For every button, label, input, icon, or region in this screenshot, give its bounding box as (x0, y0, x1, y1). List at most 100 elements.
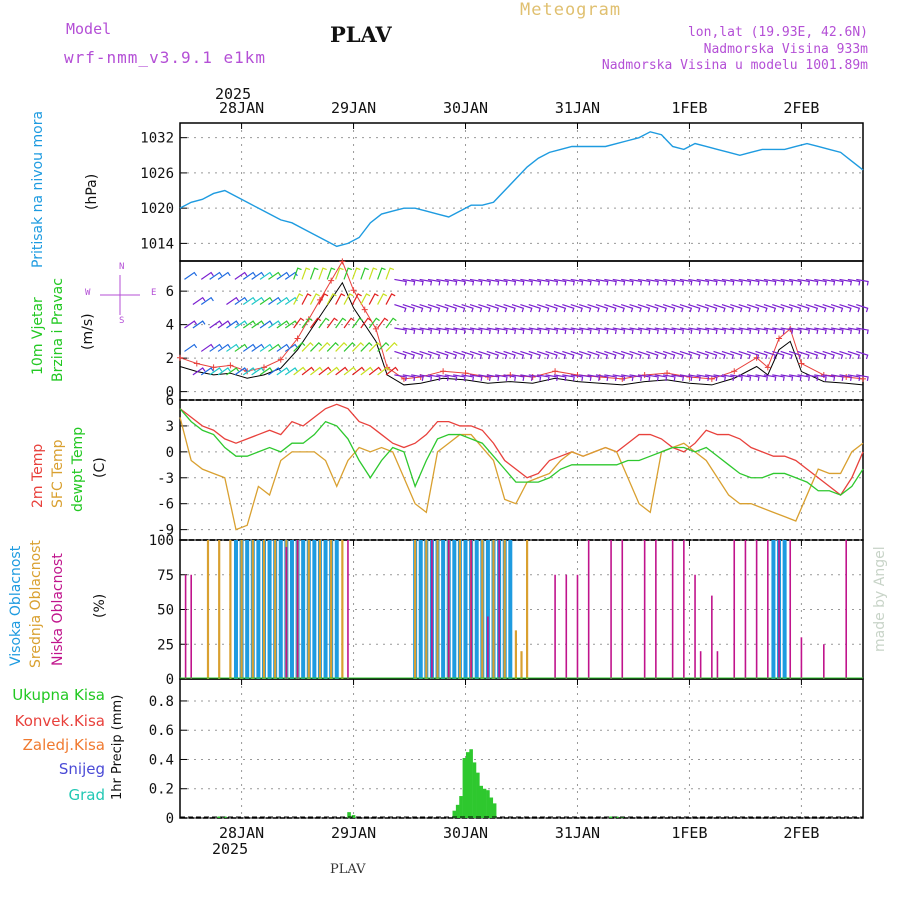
wind-barb (268, 343, 282, 352)
wind-barb (536, 303, 550, 313)
cloud-low-bar (711, 595, 713, 679)
precip-ytick-label: 0.6 (149, 723, 174, 739)
wind-barb (805, 303, 819, 313)
cloud-mid-bar (525, 540, 529, 679)
wind-barb (696, 327, 710, 335)
precip-ytick-label: 0.8 (149, 694, 174, 710)
wind-barb (570, 350, 583, 360)
cloud-low-bar (184, 574, 187, 679)
wind-barb (436, 374, 449, 382)
wind-barb (663, 327, 676, 335)
wind-barb (747, 278, 760, 286)
precip-total-bar (459, 796, 463, 818)
wind-barb (411, 278, 424, 286)
wind-barb (326, 341, 339, 352)
cloud-low-bar (190, 574, 192, 679)
precip-total-bar (217, 816, 221, 818)
cloud-high-bar (301, 540, 306, 679)
wind-barb (268, 320, 282, 329)
cloud-high-bar (485, 540, 490, 679)
wind-barb (242, 271, 256, 280)
wind-barb (226, 296, 240, 306)
wind-barb (747, 374, 760, 382)
cloud-low-bar (587, 540, 590, 679)
wind-gust-point (328, 277, 335, 284)
wind-gust-point (372, 325, 379, 332)
wind-barb (545, 327, 559, 335)
wind-barb (654, 278, 668, 286)
wind-barb (411, 327, 424, 335)
wind-barb (394, 374, 407, 382)
wind-barb (772, 327, 785, 335)
wind-barb (688, 278, 701, 286)
cloud-mid-bar (229, 540, 232, 679)
cloud-high-bar (782, 540, 787, 679)
wind-barb (738, 374, 752, 382)
wind-barb (772, 303, 785, 313)
precip-total-bar (482, 788, 487, 818)
wind-barb (755, 278, 769, 286)
wind-barb (351, 293, 362, 305)
wind-barb (192, 320, 206, 329)
wind-barb (780, 327, 794, 335)
wind-barb (200, 271, 214, 280)
top-year-label: 2025 (215, 85, 252, 103)
cloud-high-bar (256, 540, 261, 679)
cloud-low-bar (565, 574, 568, 679)
cloud-low-bar (431, 540, 433, 679)
precip-ytick-label: 0.2 (149, 782, 174, 798)
wind-barb (394, 303, 407, 313)
cloud-high-bar (508, 540, 513, 679)
cloud-low-bar (744, 540, 747, 679)
wind-barb (587, 374, 601, 382)
wind-barb (318, 267, 327, 280)
wind-barb (637, 374, 651, 382)
wind-barb (721, 350, 735, 360)
wind-barb (184, 271, 198, 280)
wind-barb (629, 374, 643, 382)
wind-barb (360, 293, 371, 305)
wind-barb (461, 278, 475, 286)
wind-barb (788, 278, 802, 286)
wind-barb (679, 374, 693, 382)
precip-total-bar (469, 749, 473, 818)
wind-gust-point (440, 368, 447, 375)
precip-total-bar (455, 804, 460, 818)
wind-barb (579, 374, 592, 382)
wind-barb (847, 350, 861, 360)
wind-gust-point (350, 287, 357, 294)
cloud-high-bar (452, 540, 457, 679)
wind-barb (495, 350, 508, 360)
wind-barb (209, 271, 223, 280)
wind-barb (486, 374, 500, 382)
wind-barb (637, 350, 651, 360)
wind-barb (772, 278, 785, 286)
wind-barb (545, 350, 558, 360)
wind-barb (495, 327, 508, 335)
bottom-date-label: 28JAN (219, 824, 264, 842)
temperature-ytick-label: 3 (166, 419, 174, 435)
clouds-ytick-label: 75 (157, 568, 174, 584)
wind-gust-point (764, 364, 771, 371)
wind-barb (444, 303, 457, 313)
wind-barb (797, 278, 811, 286)
clouds-ytick-label: 0 (166, 672, 174, 688)
pressure-frame (179, 122, 864, 262)
cloud-mid-bar (436, 540, 439, 679)
wind-barb (537, 374, 550, 382)
bottom-date-label: 1FEB (671, 824, 707, 842)
wind-barb (738, 278, 752, 286)
compass-n-label: N (119, 262, 125, 272)
wind-speed-line (179, 281, 864, 386)
wind-barb (259, 296, 273, 306)
pressure-ytick-label: 1014 (140, 236, 174, 252)
wind-barb (226, 320, 240, 329)
wind-barb (688, 350, 701, 360)
wind-barb (360, 366, 374, 376)
cloud-low-bar (767, 540, 769, 679)
wind-barb (419, 350, 432, 360)
wind-barb (436, 350, 449, 360)
wind-barb (192, 367, 206, 376)
wind-gust-point (260, 364, 267, 371)
wind-gust-point (776, 335, 783, 342)
